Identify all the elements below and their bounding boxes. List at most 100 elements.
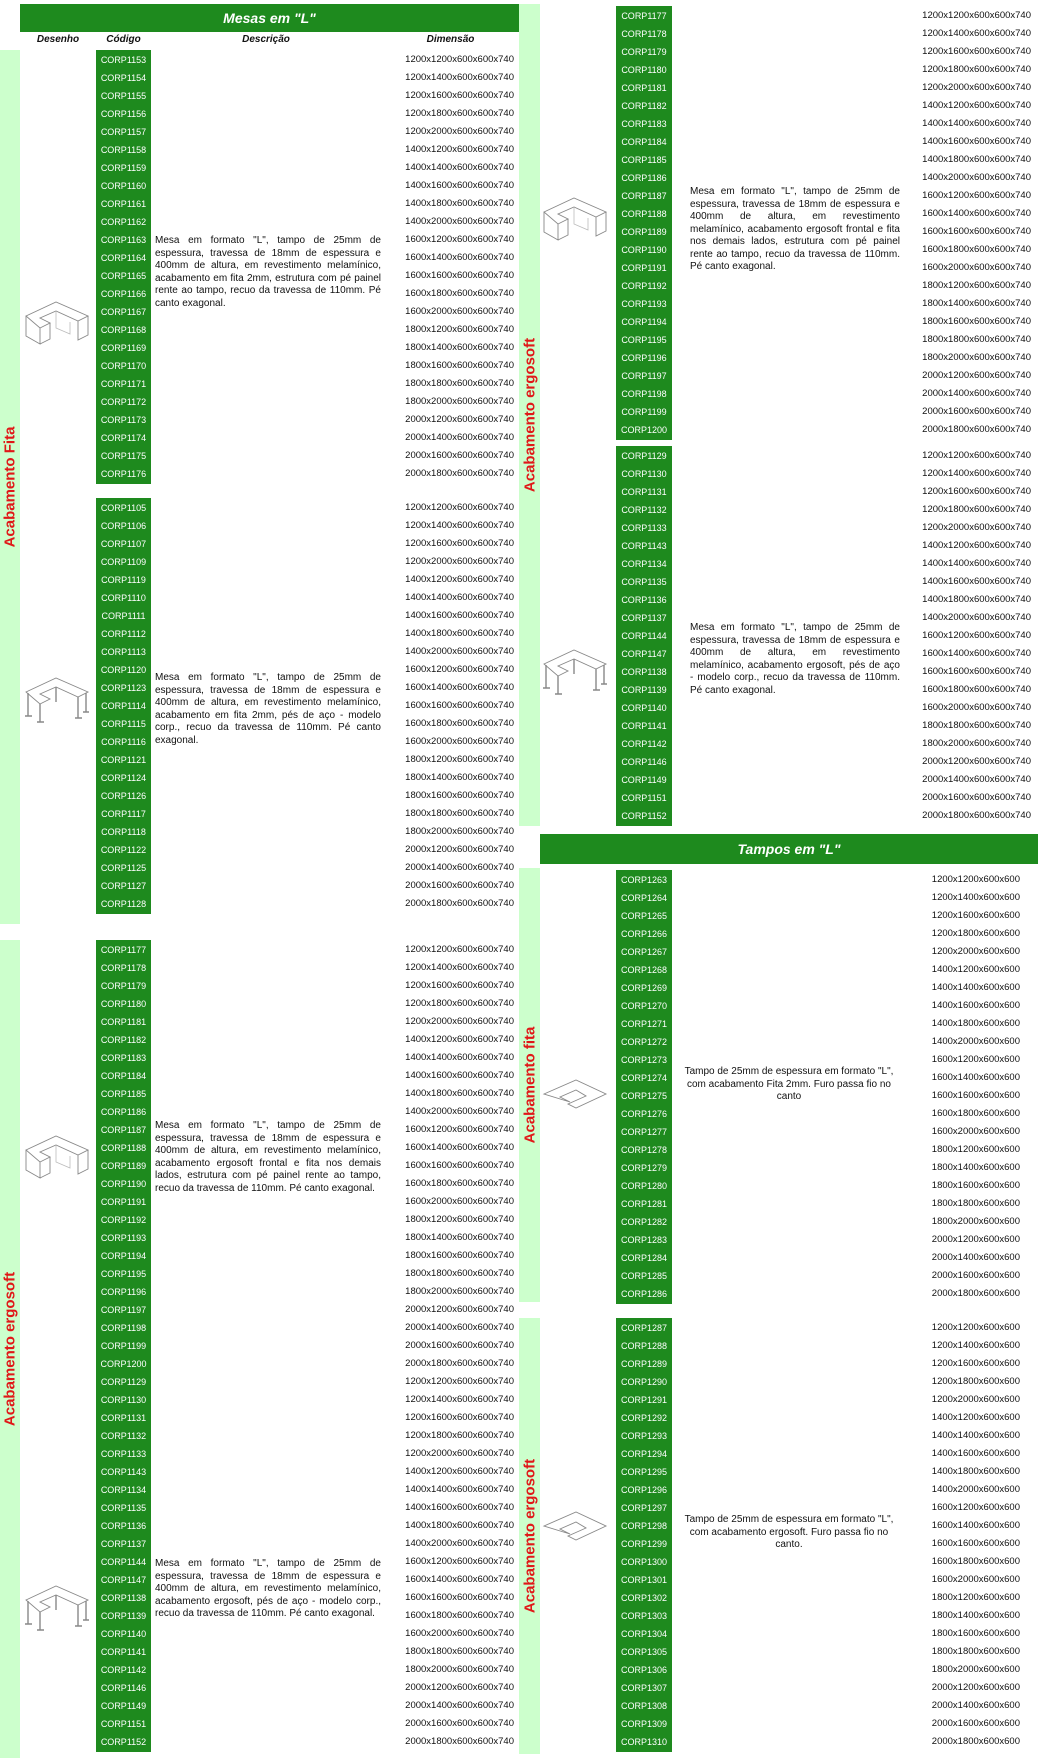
mesas-fita-product-code: CORP1157 <box>100 127 147 137</box>
tampos-fita-dimension: 1400x1600x600x600 <box>931 1000 1020 1011</box>
tampos-fita-dimension: 1400x1800x600x600 <box>931 1018 1020 1029</box>
mesas-ergosoft-right-product-code: CORP1184 <box>621 137 667 147</box>
mesas-ergosoft-right-dimension: 1800x2000x600x600x740 <box>922 352 1031 363</box>
mesas-ergosoft-left-product-code: CORP1195 <box>100 1269 147 1279</box>
mesas-ergosoft-right-dimension: 1400x1600x600x600x740 <box>922 576 1031 587</box>
mesas-ergosoft-right-product-code: CORP1196 <box>621 353 667 363</box>
tampos-ergosoft-dimension: 2000x1600x600x600 <box>931 1718 1020 1729</box>
mesas-ergosoft-right-dimension: 2000x1600x600x600x740 <box>922 792 1031 803</box>
mesas-fita-product-code: CORP1125 <box>100 863 147 873</box>
mesas-fita-dimension: 1600x1600x600x600x740 <box>405 270 514 281</box>
mesas-fita-dimension: 1800x1600x600x600x740 <box>405 360 514 371</box>
mesas-ergosoft-right-product-code: CORP1149 <box>621 775 667 785</box>
mesas-ergosoft-right-product-code: CORP1143 <box>621 541 667 551</box>
mesas-ergosoft-right-product-code: CORP1182 <box>621 101 667 111</box>
tampos-fita-dimension: 1200x1800x600x600 <box>931 928 1020 939</box>
mesas-fita-product-code: CORP1110 <box>101 593 146 603</box>
tampos-fita-product-code: CORP1280 <box>620 1181 668 1191</box>
mesas-fita-product-code: CORP1169 <box>100 343 147 353</box>
mesas-ergosoft-left-dimension: 1400x2000x600x600x740 <box>405 1538 514 1549</box>
mesas-ergosoft-right-product-code: CORP1194 <box>621 317 667 327</box>
mesas-ergosoft-right-dimension: 1600x1600x600x600x740 <box>922 666 1031 677</box>
mesas-fita-dimension: 1200x2000x600x600x740 <box>405 126 514 137</box>
mesas-ergosoft-right-dimension: 2000x1400x600x600x740 <box>922 388 1031 399</box>
mesas-ergosoft-right-product-code: CORP1200 <box>620 425 668 435</box>
mesas-ergosoft-left-dimension: 2000x1800x600x600x740 <box>405 1736 514 1747</box>
tampos-fita-description: Tampo de 25mm de espessura em formato "L… <box>684 1066 894 1102</box>
mesas-ergosoft-right-product-code: CORP1197 <box>621 371 667 381</box>
mesas-ergosoft-left-dimension: 1400x1400x600x600x740 <box>405 1052 514 1063</box>
mesas-ergosoft-left-dimension: 1200x1200x600x600x740 <box>405 944 514 955</box>
mesas-fita-product-code: CORP1120 <box>100 665 147 675</box>
mesas-ergosoft-right-dimension: 1400x1400x600x600x740 <box>922 558 1031 569</box>
tampos-ergosoft-dimension: 1800x1800x600x600 <box>931 1646 1020 1657</box>
tampos-fita-product-code: CORP1284 <box>620 1253 668 1263</box>
mesas-ergosoft-left-product-code: CORP1192 <box>100 1215 147 1225</box>
mesas-fita-product-code: CORP1105 <box>100 503 147 513</box>
mesas-ergosoft-right-dimension: 1200x1600x600x600x740 <box>922 486 1031 497</box>
tampos-ergosoft-product-code: CORP1290 <box>620 1377 668 1387</box>
side-band-mesas-fita: Acabamento Fita <box>0 50 20 924</box>
tampos-ergosoft-dimension: 2000x1400x600x600 <box>931 1700 1020 1711</box>
mesas-ergosoft-left-product-code: CORP1197 <box>100 1305 147 1315</box>
mesas-fita-product-code: CORP1111 <box>101 611 146 621</box>
mesas-fita-dimension: 1600x2000x600x600x740 <box>405 306 514 317</box>
mesas-ergosoft-left-dimension: 1600x2000x600x600x740 <box>405 1196 514 1207</box>
mesas-ergosoft-left-product-code: CORP1141 <box>100 1647 147 1657</box>
mesas-fita-dimension: 1800x1800x600x600x740 <box>405 808 514 819</box>
mesas-ergosoft-right-product-code: CORP1178 <box>621 29 667 39</box>
mesas-ergosoft-right-product-code: CORP1186 <box>621 173 667 183</box>
tampos-fita-product-code: CORP1267 <box>620 947 668 957</box>
mesas-ergosoft-right-dimension: 1400x1800x600x600x740 <box>922 154 1031 165</box>
mesas-fita-product-code: CORP1113 <box>101 647 146 657</box>
mesas-fita-dimension: 1800x1400x600x600x740 <box>405 342 514 353</box>
mesas-ergosoft-right-product-code: CORP1190 <box>621 245 667 255</box>
tampos-ergosoft-dimension: 1400x1800x600x600 <box>931 1466 1020 1477</box>
mesas-fita-dimension: 1400x1400x600x600x740 <box>405 592 514 603</box>
tampos-fita-dimension: 1800x1800x600x600 <box>931 1198 1020 1209</box>
mesas-ergosoft-left-product-code: CORP1142 <box>100 1665 147 1675</box>
mesas-fita-product-code: CORP1119 <box>101 575 146 585</box>
mesas-ergosoft-right-product-code: CORP1129 <box>621 451 667 461</box>
mesas-ergosoft-right-dimension: 1800x1800x600x600x740 <box>922 334 1031 345</box>
mesas-ergosoft-left-dimension: 2000x1400x600x600x740 <box>405 1322 514 1333</box>
tampos-ergosoft-dimension: 1800x1400x600x600 <box>931 1610 1020 1621</box>
tampos-ergosoft-product-code: CORP1288 <box>620 1341 668 1351</box>
mesas-ergosoft-left-product-code: CORP1196 <box>100 1287 147 1297</box>
mesas-ergosoft-right-dimension: 1200x1400x600x600x740 <box>922 28 1031 39</box>
tampos-fita-product-code: CORP1269 <box>620 983 668 993</box>
tampos-fita-dimension: 2000x1800x600x600 <box>931 1288 1020 1299</box>
mesas-ergosoft-left-product-code: CORP1183 <box>100 1053 147 1063</box>
mesas-ergosoft-right-product-code: CORP1135 <box>621 577 667 587</box>
side-band-tampos-ergosoft: Acabamento ergosoft <box>519 1318 540 1754</box>
mesas-fita-dimension: 1200x1800x600x600x740 <box>405 108 514 119</box>
mesas-ergosoft-left-product-code: CORP1132 <box>100 1431 147 1441</box>
mesas-ergosoft-left-product-code: CORP1137 <box>100 1539 147 1549</box>
mesas-fita-dimension: 2000x1800x600x600x740 <box>405 468 514 479</box>
tampos-fita-dimension: 1600x1400x600x600 <box>931 1072 1020 1083</box>
l-desk-panel-drawing <box>22 292 92 357</box>
mesas-ergosoft-left-dimension: 1600x2000x600x600x740 <box>405 1628 514 1639</box>
mesas-ergosoft-right-product-code: CORP1132 <box>621 505 667 515</box>
mesas-ergosoft-right-product-code: CORP1180 <box>621 65 667 75</box>
mesas-ergosoft-right-dimension: 1400x1200x600x600x740 <box>922 540 1031 551</box>
tampos-ergosoft-dimension: 1600x1400x600x600 <box>931 1520 1020 1531</box>
mesas-ergosoft-left-product-code: CORP1149 <box>100 1701 147 1711</box>
mesas-ergosoft-left-dimension: 1800x1200x600x600x740 <box>405 1214 514 1225</box>
tampos-ergosoft-dimension: 1400x2000x600x600 <box>931 1484 1020 1495</box>
mesas-ergosoft-right-product-code: CORP1199 <box>621 407 667 417</box>
mesas-ergosoft-left-product-code: CORP1188 <box>100 1143 147 1153</box>
mesas-fita-product-code: CORP1172 <box>100 397 147 407</box>
mesas-fita-dimension: 1600x1800x600x600x740 <box>405 718 514 729</box>
mesas-ergosoft-right-dimension: 1600x1400x600x600x740 <box>922 208 1031 219</box>
mesas-ergosoft-right-product-code: CORP1188 <box>621 209 667 219</box>
mesas-fita-dimension: 1400x2000x600x600x740 <box>405 216 514 227</box>
mesas-ergosoft-right-product-code: CORP1141 <box>621 721 667 731</box>
tampos-ergosoft-product-code: CORP1294 <box>620 1449 668 1459</box>
mesas-fita-product-code: CORP1118 <box>101 827 146 837</box>
mesas-ergosoft-left-product-code: CORP1181 <box>100 1017 147 1027</box>
tampos-fita-product-code: CORP1282 <box>620 1217 668 1227</box>
mesas-ergosoft-left-dimension: 1200x1800x600x600x740 <box>405 1430 514 1441</box>
mesas-fita-product-code: CORP1165 <box>100 271 147 281</box>
tampos-fita-product-code: CORP1276 <box>620 1109 668 1119</box>
